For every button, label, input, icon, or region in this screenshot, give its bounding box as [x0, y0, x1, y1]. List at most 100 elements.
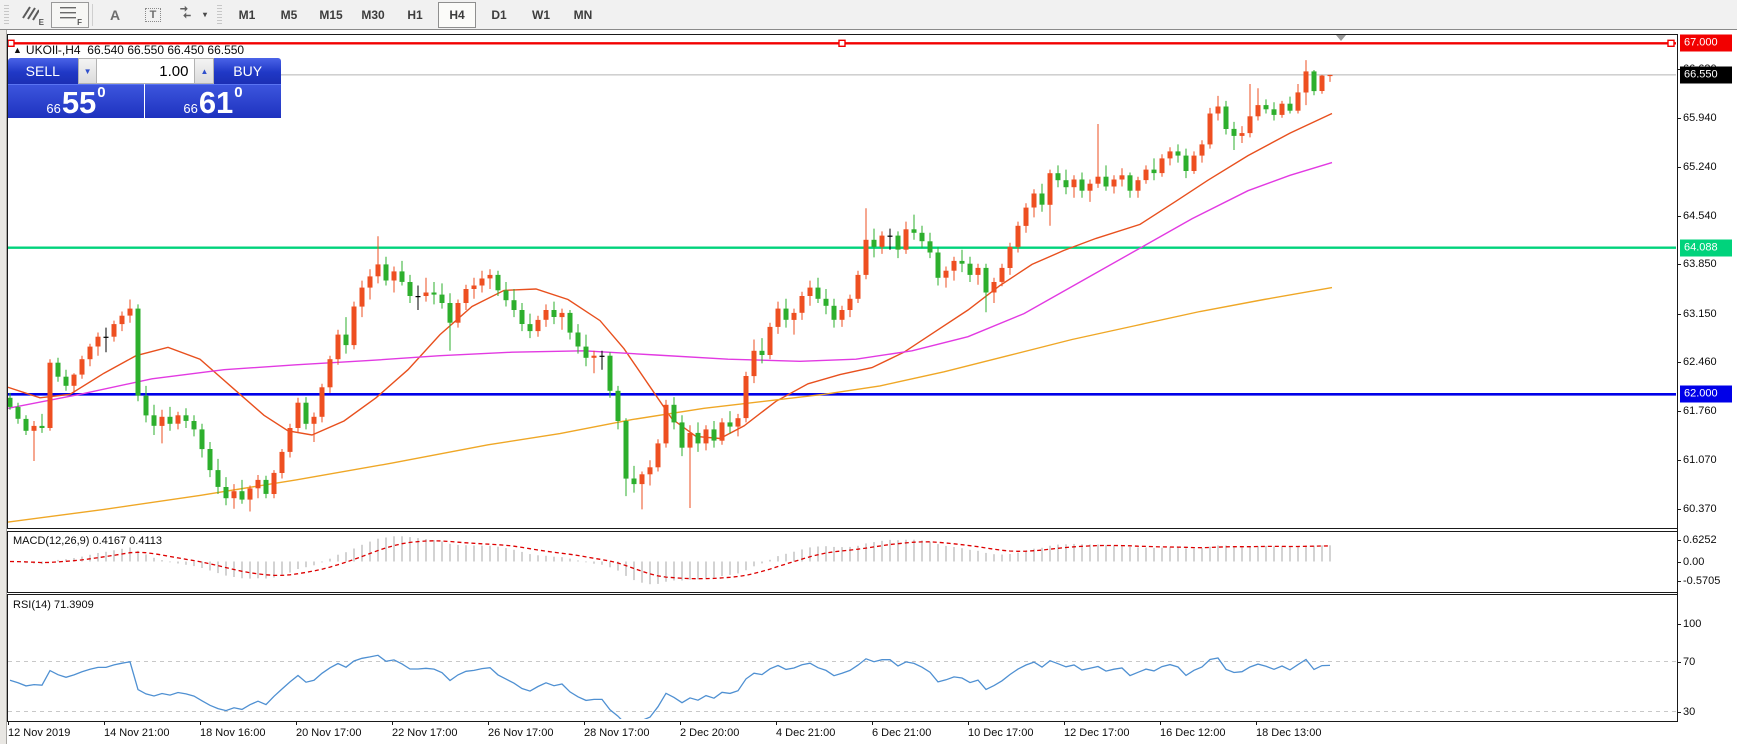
ma-lines	[8, 112, 1333, 523]
price-tick	[1677, 264, 1681, 265]
price-axis-label: 63.150	[1683, 308, 1717, 320]
arrows-tool-button[interactable]: ▾	[172, 2, 213, 28]
time-tick	[200, 721, 201, 725]
price-tick	[1677, 167, 1681, 168]
sell-button[interactable]: SELL	[8, 58, 78, 84]
timeframe-button-h1[interactable]: H1	[407, 7, 423, 22]
text-box-tool-button[interactable]: T	[134, 2, 172, 28]
time-tick	[1256, 721, 1257, 725]
ohlc-values: 66.540 66.550 66.450 66.550	[87, 43, 245, 57]
macd-panel[interactable]	[7, 531, 1678, 593]
chart-title: ▲ UKOIl-,H4 66.540 66.550 66.450 66.550	[13, 43, 244, 57]
timeframe-button-mn[interactable]: MN	[573, 7, 593, 22]
price-axis-label: 63.850	[1683, 258, 1717, 270]
rsi-levels	[8, 661, 1676, 712]
price-badge: 62.000	[1680, 385, 1732, 403]
time-axis-label: 18 Nov 16:00	[200, 727, 266, 739]
macd-axis-label: 0.6252	[1683, 534, 1717, 546]
price-axis-label: 62.460	[1683, 356, 1717, 368]
time-axis-label: 20 Nov 17:00	[296, 727, 362, 739]
price-badge: 67.000	[1680, 34, 1732, 52]
rsi-line	[9, 654, 1331, 719]
rsi-label: RSI(14) 71.3909	[13, 599, 94, 611]
chevron-down-icon: ▾	[203, 10, 208, 19]
time-tick	[8, 721, 9, 725]
window-left-edge	[0, 30, 7, 744]
time-tick	[872, 721, 873, 725]
timeframe-button-w1[interactable]: W1	[532, 7, 551, 22]
macd-tick	[1677, 540, 1681, 541]
macd-axis-label: -0.5705	[1683, 575, 1721, 587]
price-tick	[1677, 509, 1681, 510]
time-axis-label: 26 Nov 17:00	[488, 727, 554, 739]
rsi-tick	[1677, 712, 1681, 713]
price-tick	[1677, 460, 1681, 461]
timeframe-button-m15[interactable]: M15	[319, 7, 343, 22]
main-chart-panel[interactable]	[7, 34, 1678, 529]
symbol-triangle-icon: ▲	[13, 45, 22, 55]
time-axis-label: 10 Dec 17:00	[968, 727, 1034, 739]
grid-tool-button[interactable]: F	[51, 1, 89, 28]
time-axis-label: 22 Nov 17:00	[392, 727, 458, 739]
hatch-icon: E	[21, 5, 44, 27]
rsi-axis-label: 100	[1683, 618, 1702, 630]
buy-price-button[interactable]: 66 61 0	[145, 84, 281, 118]
candlestick-series	[8, 60, 1333, 512]
ma-slow-orange	[8, 286, 1333, 523]
price-axis-label: 61.760	[1683, 405, 1717, 417]
time-tick	[680, 721, 681, 725]
timeframe-button-m30[interactable]: M30	[361, 7, 385, 22]
candlestick-chart[interactable]	[8, 35, 1676, 526]
chart-shift-marker[interactable]	[1336, 35, 1346, 41]
time-tick	[296, 721, 297, 725]
line-handles	[8, 39, 1675, 48]
timeframe-button-d1[interactable]: D1	[491, 7, 507, 22]
rsi-panel[interactable]	[7, 594, 1678, 722]
rsi-tick	[1677, 662, 1681, 663]
time-tick	[584, 721, 585, 725]
macd-label: MACD(12,26,9) 0.4167 0.4113	[13, 535, 162, 547]
macd-chart[interactable]	[8, 532, 1676, 590]
timeframe-button-m1[interactable]: M1	[238, 7, 256, 22]
rsi-axis-label: 70	[1683, 656, 1696, 668]
time-tick	[104, 721, 105, 725]
macd-tick	[1677, 581, 1681, 582]
macd-histogram	[17, 536, 1331, 585]
rsi-chart[interactable]	[8, 595, 1676, 719]
time-tick	[1064, 721, 1065, 725]
timeframe-button-h4[interactable]: H4	[438, 1, 477, 28]
time-tick	[1160, 721, 1161, 725]
rsi-tick	[1677, 624, 1681, 625]
sell-price-button[interactable]: 66 55 0	[8, 84, 144, 118]
macd-axis-label: 0.00	[1683, 556, 1705, 568]
grid-icon: F	[59, 5, 82, 27]
toolbar-drag-handle[interactable]	[4, 4, 9, 25]
price-axis-label: 65.240	[1683, 161, 1717, 173]
time-axis-label: 2 Dec 20:00	[680, 727, 740, 739]
toolbar-separator	[92, 3, 93, 26]
time-tick	[488, 721, 489, 725]
time-axis-label: 12 Nov 2019	[8, 727, 71, 739]
triangle-up-icon: ▲	[200, 66, 209, 76]
price-tick	[1677, 118, 1681, 119]
toolbar-drag-handle-2[interactable]	[217, 4, 223, 25]
volume-increase-button[interactable]: ▲	[194, 58, 215, 84]
text-label-tool-button[interactable]: A	[109, 6, 121, 23]
price-badge: 64.088	[1680, 239, 1732, 257]
time-axis-label: 28 Nov 17:00	[584, 727, 650, 739]
buy-button[interactable]: BUY	[214, 58, 281, 84]
draw-hatch-tool-button[interactable]: E	[13, 2, 51, 28]
price-axis-label: 61.070	[1683, 454, 1717, 466]
price-tick	[1677, 314, 1681, 315]
timeframe-button-m5[interactable]: M5	[280, 7, 298, 22]
price-badge: 66.550	[1680, 66, 1732, 84]
price-tick	[1677, 362, 1681, 363]
volume-input[interactable]	[97, 58, 195, 84]
text-box-icon: T	[144, 7, 162, 22]
ma-fast-red	[8, 112, 1333, 440]
volume-decrease-button[interactable]: ▼	[77, 58, 98, 84]
chart-window: ▲ UKOIl-,H4 66.540 66.550 66.450 66.550 M…	[0, 29, 1737, 744]
price-axis-label: 64.540	[1683, 210, 1717, 222]
